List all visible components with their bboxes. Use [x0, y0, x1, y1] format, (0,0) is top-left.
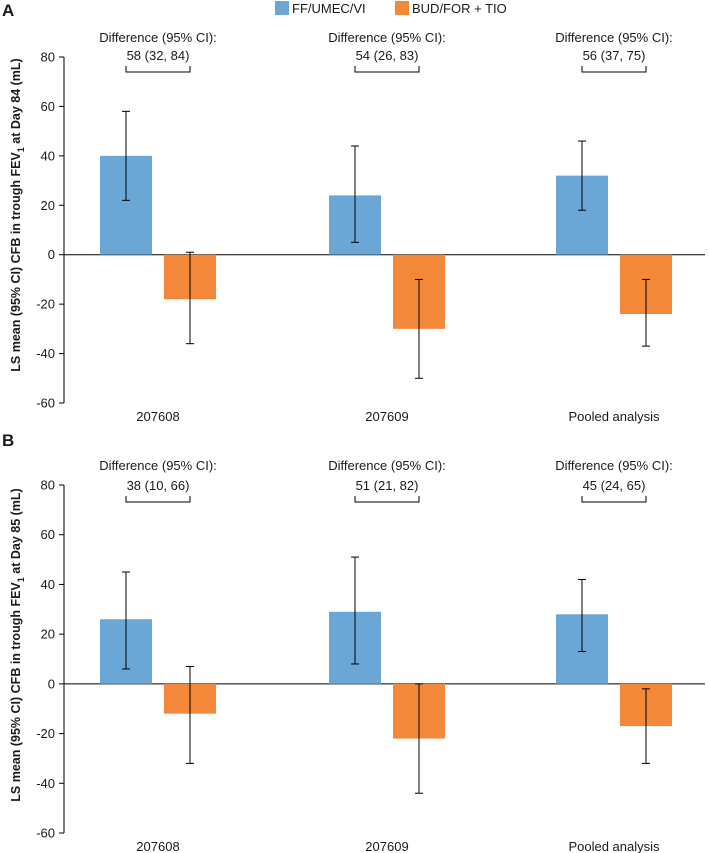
difference-value: 58 (32, 84)	[127, 48, 190, 63]
panel-b: B LS mean (95% CI) CFB in trough FEV1 at…	[2, 431, 705, 853]
y-tick-label: -20	[36, 726, 55, 741]
y-tick-label: 40	[41, 148, 55, 163]
legend: FF/UMEC/VI BUD/FOR + TIO	[275, 1, 507, 16]
category-label: 207609	[365, 839, 408, 853]
difference-bracket	[125, 66, 191, 73]
y-tick-label: 60	[41, 99, 55, 114]
category-label: 207609	[365, 409, 408, 424]
difference-bracket	[581, 496, 647, 503]
difference-bracket	[354, 496, 420, 503]
difference-label: Difference (95% CI):	[328, 30, 446, 45]
difference-value: 51 (21, 82)	[356, 478, 419, 493]
difference-bracket	[125, 496, 191, 503]
difference-value: 38 (10, 66)	[127, 478, 190, 493]
difference-value: 54 (26, 83)	[356, 48, 419, 63]
legend-swatch-ff-umec-vi	[275, 1, 289, 15]
category-label: 207608	[136, 839, 179, 853]
y-tick-label: 60	[41, 527, 55, 542]
difference-value: 45 (24, 65)	[583, 478, 646, 493]
panel-letter-a: A	[2, 1, 14, 20]
y-tick-label: 40	[41, 577, 55, 592]
difference-label: Difference (95% CI):	[99, 30, 217, 45]
category-label: Pooled analysis	[568, 839, 660, 853]
y-tick-label: -60	[36, 396, 55, 411]
legend-swatch-bud-for-tio	[395, 1, 409, 15]
category-label: Pooled analysis	[568, 409, 660, 424]
difference-value: 56 (37, 75)	[583, 48, 646, 63]
legend-label-ff-umec-vi: FF/UMEC/VI	[292, 1, 366, 16]
y-axis-label-b: LS mean (95% CI) CFB in trough FEV1 at D…	[9, 488, 26, 801]
y-tick-label: 80	[41, 50, 55, 65]
panel-a: A LS mean (95% CI) CFB in trough FEV1 at…	[2, 1, 705, 424]
y-tick-label: 0	[48, 676, 55, 691]
difference-label: Difference (95% CI):	[99, 458, 217, 473]
difference-label: Difference (95% CI):	[328, 458, 446, 473]
y-axis-label-a: LS mean (95% CI) CFB in trough FEV1 at D…	[9, 58, 26, 371]
difference-label: Difference (95% CI):	[555, 458, 673, 473]
difference-bracket	[581, 66, 647, 73]
y-tick-label: 20	[41, 198, 55, 213]
difference-bracket	[354, 66, 420, 73]
y-tick-label: -40	[36, 776, 55, 791]
y-tick-label: 0	[48, 247, 55, 262]
difference-label: Difference (95% CI):	[555, 30, 673, 45]
y-tick-label: 20	[41, 627, 55, 642]
legend-label-bud-for-tio: BUD/FOR + TIO	[412, 1, 507, 16]
y-tick-label: 80	[41, 478, 55, 493]
y-tick-label: -40	[36, 346, 55, 361]
panel-letter-b: B	[2, 431, 14, 450]
y-tick-label: -20	[36, 297, 55, 312]
category-label: 207608	[136, 409, 179, 424]
y-tick-label: -60	[36, 826, 55, 841]
